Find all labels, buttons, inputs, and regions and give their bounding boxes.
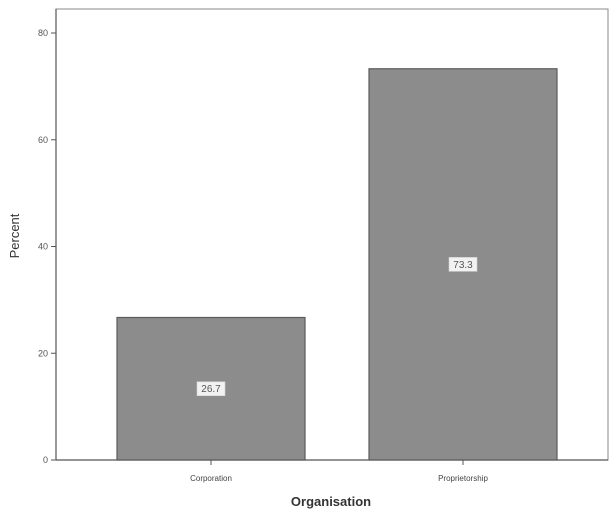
- y-tick-label-0: 0: [43, 455, 48, 465]
- data-label-box-2: [448, 257, 478, 272]
- bars: 26.7 73.3: [116, 68, 558, 461]
- y-tick-label-20: 20: [38, 348, 48, 358]
- data-label-2: 73.3: [453, 260, 473, 271]
- x-axis-title: Organisation: [291, 494, 371, 509]
- data-label-1: 26.7: [201, 384, 221, 395]
- data-label-box-1: [196, 381, 226, 397]
- y-axis-ticks: 0 20 40 60 80: [38, 28, 56, 465]
- x-tick-label-1: Corporation: [190, 474, 232, 483]
- y-tick-label-80: 80: [38, 28, 48, 38]
- y-tick-label-60: 60: [38, 135, 48, 145]
- y-tick-label-40: 40: [38, 242, 48, 252]
- y-axis-title: Percent: [7, 213, 22, 258]
- x-axis-ticks: Corporation Proprietorship: [190, 460, 488, 483]
- x-tick-label-2: Proprietorship: [438, 474, 488, 483]
